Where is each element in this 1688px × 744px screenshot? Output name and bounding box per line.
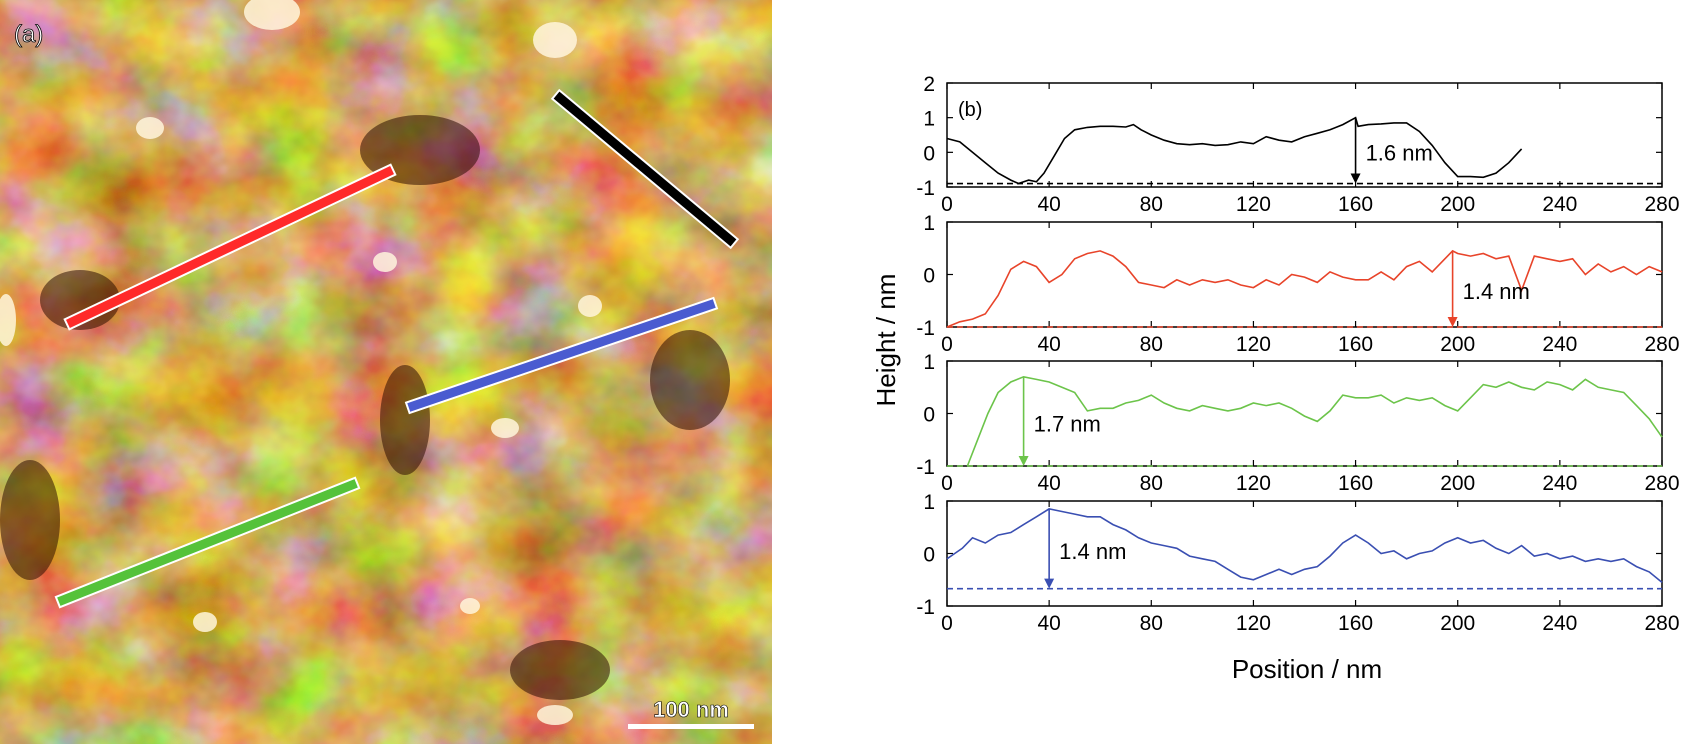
series-line bbox=[946, 249, 1663, 328]
y-axis-label: Height / nm bbox=[871, 274, 901, 407]
y-tick-label: 1 bbox=[923, 108, 935, 131]
x-tick-label: 0 bbox=[941, 193, 953, 216]
y-tick-label: 1 bbox=[923, 491, 935, 514]
y-tick-label: 0 bbox=[923, 142, 935, 165]
height-annotation: 1.7 nm bbox=[1034, 411, 1101, 436]
x-tick-label: 120 bbox=[1236, 333, 1271, 356]
profile-chart-4: 0 40 80 120 160 200 240 280 -1 0 1 1.4 nm bbox=[916, 491, 1679, 635]
y-tick-label: 1 bbox=[923, 351, 935, 374]
y-tick-label: 1 bbox=[923, 212, 935, 235]
series-line bbox=[946, 116, 1523, 185]
height-profile-charts: (b) Height / nm Position / nm 0 40 80 120 16… bbox=[871, 73, 1680, 684]
height-annotation: 1.4 nm bbox=[1059, 539, 1126, 564]
scale-bar bbox=[628, 724, 754, 729]
y-tick-label: 2 bbox=[923, 73, 935, 96]
x-tick-label: 40 bbox=[1037, 612, 1060, 635]
x-tick-label: 280 bbox=[1644, 472, 1679, 495]
series-line bbox=[966, 375, 1663, 467]
x-tick-label: 240 bbox=[1542, 472, 1577, 495]
x-tick-label: 40 bbox=[1037, 333, 1060, 356]
x-tick-label: 120 bbox=[1236, 612, 1271, 635]
afm-image-panel: (a) 100 nm bbox=[0, 0, 772, 744]
x-tick-label: 280 bbox=[1644, 333, 1679, 356]
profile-chart-2: 0 40 80 120 160 200 240 280 -1 0 1 1.4 nm bbox=[916, 212, 1679, 356]
x-tick-label: 120 bbox=[1236, 472, 1271, 495]
profile-line-green bbox=[57, 479, 358, 606]
series-line bbox=[946, 508, 1663, 584]
x-tick-label: 80 bbox=[1140, 193, 1163, 216]
x-tick-label: 240 bbox=[1542, 193, 1577, 216]
bright-spots bbox=[0, 0, 602, 725]
plot-frame bbox=[946, 82, 1663, 188]
height-annotation: 1.6 nm bbox=[1366, 141, 1433, 166]
x-tick-label: 80 bbox=[1140, 612, 1163, 635]
x-axis-label: Position / nm bbox=[1232, 654, 1382, 684]
profile-line-red bbox=[66, 166, 394, 328]
arrow-head bbox=[1018, 456, 1029, 466]
y-tick-label: -1 bbox=[916, 456, 935, 479]
profile-lines bbox=[54, 88, 740, 609]
x-tick-label: 80 bbox=[1140, 472, 1163, 495]
profile-line-blue bbox=[407, 299, 716, 412]
arrow-head bbox=[1447, 317, 1458, 327]
profile-chart-1: 0 40 80 120 160 200 240 280 -1 0 1 2 1.6 nm bbox=[916, 73, 1679, 216]
x-tick-label: 200 bbox=[1440, 472, 1475, 495]
x-tick-label: 160 bbox=[1338, 472, 1373, 495]
x-tick-label: 0 bbox=[941, 333, 953, 356]
panel-a-label: (a) bbox=[14, 21, 43, 48]
x-tick-label: 280 bbox=[1644, 612, 1679, 635]
plot-frame bbox=[946, 500, 1663, 607]
scale-bar-label: 100 nm bbox=[653, 697, 729, 722]
x-tick-label: 280 bbox=[1644, 193, 1679, 216]
x-tick-label: 160 bbox=[1338, 333, 1373, 356]
x-tick-label: 40 bbox=[1037, 193, 1060, 216]
x-tick-label: 200 bbox=[1440, 333, 1475, 356]
x-tick-label: 160 bbox=[1338, 193, 1373, 216]
plot-frame bbox=[946, 221, 1663, 328]
y-tick-label: 0 bbox=[923, 544, 935, 567]
profile-line-black bbox=[553, 91, 737, 247]
x-tick-label: 80 bbox=[1140, 333, 1163, 356]
x-tick-label: 240 bbox=[1542, 612, 1577, 635]
y-tick-label: -1 bbox=[916, 317, 935, 340]
y-tick-label: -1 bbox=[916, 177, 935, 200]
arrow-head bbox=[1350, 173, 1361, 184]
x-tick-label: 160 bbox=[1338, 612, 1373, 635]
x-tick-label: 120 bbox=[1236, 193, 1271, 216]
panel-b-label: (b) bbox=[958, 99, 982, 121]
x-tick-label: 200 bbox=[1440, 612, 1475, 635]
y-tick-label: -1 bbox=[916, 596, 935, 619]
x-tick-label: 0 bbox=[941, 612, 953, 635]
height-annotation: 1.4 nm bbox=[1463, 279, 1530, 304]
x-tick-label: 240 bbox=[1542, 333, 1577, 356]
x-tick-label: 200 bbox=[1440, 193, 1475, 216]
y-tick-label: 0 bbox=[923, 404, 935, 427]
x-tick-label: 0 bbox=[941, 472, 953, 495]
arrow-head bbox=[1044, 578, 1055, 589]
x-tick-label: 40 bbox=[1037, 472, 1060, 495]
y-tick-label: 0 bbox=[923, 265, 935, 288]
profile-chart-3: 0 40 80 120 160 200 240 280 -1 0 1 1.7 nm bbox=[916, 351, 1679, 495]
